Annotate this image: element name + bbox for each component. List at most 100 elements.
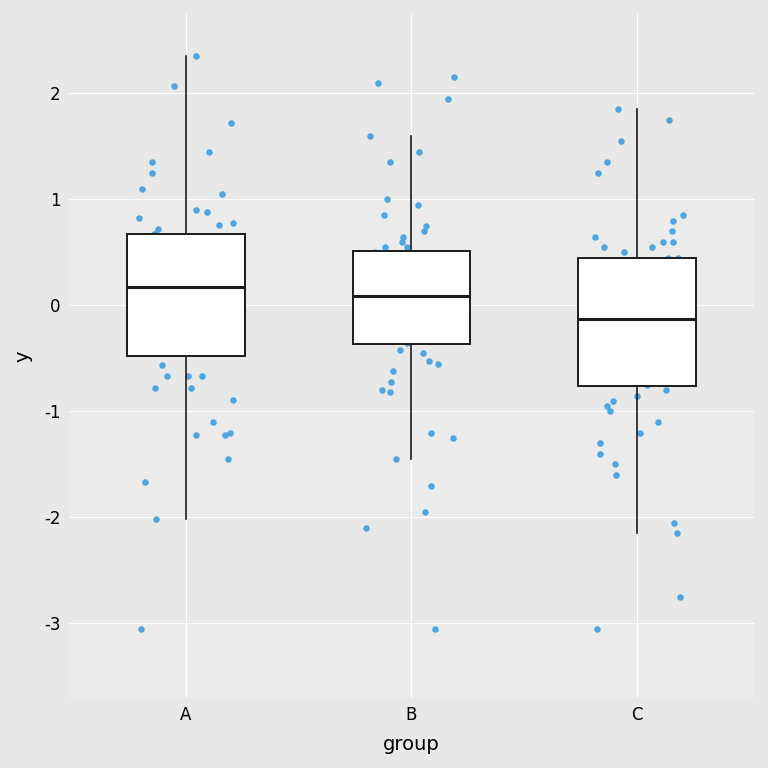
Point (399, 291, 411, 303)
Y-axis label: y: y (14, 350, 33, 362)
Point (585, 368, 598, 380)
Point (223, 426, 236, 439)
Point (648, 289, 660, 301)
Point (149, 382, 161, 394)
Point (419, 506, 432, 518)
Point (389, 280, 402, 293)
Point (635, 363, 647, 376)
Point (667, 236, 679, 248)
Point (190, 284, 203, 296)
Point (432, 358, 444, 370)
Point (189, 279, 201, 291)
Point (136, 183, 148, 195)
Point (664, 262, 676, 274)
Point (210, 312, 223, 324)
Point (412, 146, 425, 158)
Point (163, 233, 175, 245)
Point (451, 294, 463, 306)
Point (190, 204, 202, 216)
Point (379, 241, 391, 253)
Point (425, 479, 438, 492)
Point (601, 400, 613, 412)
Point (589, 358, 601, 370)
Point (399, 300, 412, 312)
Point (662, 252, 674, 264)
Point (213, 219, 225, 231)
Point (609, 315, 621, 327)
Point (419, 294, 432, 306)
Point (191, 252, 204, 264)
Point (396, 236, 408, 248)
Point (592, 326, 604, 338)
Point (660, 384, 672, 396)
Point (181, 275, 194, 287)
Point (409, 315, 421, 327)
Point (448, 71, 460, 84)
Point (381, 194, 393, 206)
Point (589, 331, 601, 343)
Point (376, 384, 388, 396)
Point (627, 310, 639, 322)
Point (592, 167, 604, 179)
Point (182, 370, 194, 382)
Point (658, 278, 670, 290)
Point (399, 320, 412, 333)
Point (662, 114, 674, 126)
Point (208, 266, 220, 279)
Point (637, 273, 649, 285)
Point (400, 241, 412, 253)
Bar (69, 14, 754, 94)
Point (604, 406, 616, 418)
Point (156, 359, 168, 371)
Point (447, 432, 459, 444)
Point (677, 209, 689, 221)
Point (674, 591, 686, 603)
Point (378, 209, 390, 221)
Point (671, 320, 684, 333)
Point (402, 252, 415, 264)
Point (135, 283, 147, 296)
Point (667, 517, 680, 529)
Point (135, 623, 147, 635)
Point (667, 294, 680, 306)
Point (666, 225, 678, 237)
Point (159, 241, 171, 253)
Point (671, 305, 684, 317)
Point (649, 373, 661, 386)
Point (662, 300, 674, 312)
Point (446, 310, 458, 322)
Point (363, 267, 376, 280)
Point (386, 365, 399, 377)
Point (364, 130, 376, 142)
Point (167, 80, 180, 92)
Point (449, 273, 461, 285)
Point (598, 241, 610, 253)
Point (219, 429, 231, 441)
Point (167, 263, 179, 276)
Point (366, 248, 379, 260)
Point (148, 228, 161, 240)
Point (450, 333, 462, 346)
Point (601, 156, 613, 168)
Point (384, 156, 396, 168)
Point (439, 259, 451, 271)
Point (220, 347, 233, 359)
Point (378, 289, 390, 301)
Point (633, 336, 645, 349)
Point (672, 252, 684, 264)
Point (367, 257, 379, 269)
Point (594, 448, 606, 460)
Point (417, 347, 429, 359)
Point (399, 301, 412, 313)
Point (634, 426, 646, 439)
Point (401, 336, 413, 349)
Point (670, 353, 683, 365)
Point (614, 135, 627, 147)
Point (190, 429, 202, 441)
Point (641, 379, 653, 391)
Point (224, 291, 237, 303)
Point (412, 199, 424, 211)
Point (132, 212, 144, 224)
Point (147, 286, 160, 299)
Point (680, 347, 693, 359)
